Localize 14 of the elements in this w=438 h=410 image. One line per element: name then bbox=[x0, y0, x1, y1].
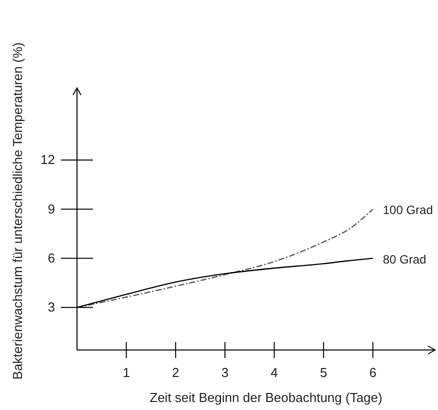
x-tick-label: 3 bbox=[221, 365, 229, 380]
y-axis-title: Bakterienwachstum für unterschiedliche Temperaturen (%) bbox=[10, 42, 25, 380]
y-tick-label: 3 bbox=[48, 300, 55, 315]
x-tick-label: 6 bbox=[369, 365, 376, 380]
y-tick-label: 9 bbox=[48, 201, 55, 216]
y-tick-label: 6 bbox=[48, 250, 55, 266]
y-tick-label: 12 bbox=[40, 152, 55, 168]
x-axis-title: Zeit seit Beginn der Beobachtung (Tage) bbox=[150, 390, 382, 405]
series-label: 100 Grad bbox=[382, 203, 433, 218]
x-tick-label: 4 bbox=[270, 365, 278, 380]
x-tick-label: 1 bbox=[122, 365, 130, 380]
x-tick-label: 2 bbox=[172, 365, 180, 380]
x-tick-label: 5 bbox=[320, 365, 328, 380]
series-label: 80 Grad bbox=[382, 252, 426, 266]
